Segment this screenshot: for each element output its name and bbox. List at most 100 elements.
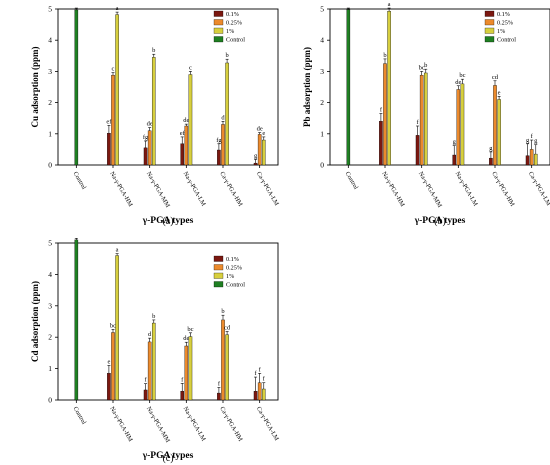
bar xyxy=(452,154,457,166)
x-axis-label: γ-PGA types xyxy=(414,216,466,226)
significance-letter: bc xyxy=(419,64,425,71)
bar xyxy=(415,135,420,166)
plot-frame xyxy=(57,8,279,166)
legend-swatch xyxy=(484,36,495,43)
chart-panel-1: 0 1 2 3 4 5 Cu adsorption (ppm) Control Na-γ-PGA… xyxy=(30,5,280,228)
legend-swatch xyxy=(213,36,224,43)
bar xyxy=(525,155,530,166)
significance-letter: f xyxy=(416,119,419,126)
legend: 0.1% 0.25%1% Control xyxy=(213,255,245,289)
bar xyxy=(188,336,193,401)
legend-swatch xyxy=(213,10,224,17)
significance-letter: b xyxy=(152,313,155,320)
significance-letter: g xyxy=(526,137,530,144)
significance-letter: f xyxy=(259,366,262,373)
significance-letter: g xyxy=(453,139,457,146)
chart-panel-3: 0 1 2 3 4 5 Cd adsorption (ppm) Control Na-γ-PGA… xyxy=(30,237,280,464)
y-tick-label: 4 xyxy=(320,36,324,45)
legend-swatch xyxy=(213,272,224,279)
chart-panel-2: 0 1 2 3 4 5 Pb adsorption (ppm) Control Na-γ-PGA… xyxy=(302,1,550,227)
bar xyxy=(419,74,424,166)
x-tick-label: Na-γ-PGA-MM xyxy=(417,171,443,210)
significance-letter: fg xyxy=(216,137,222,144)
significance-letter: cd xyxy=(224,325,231,332)
y-tick-label: 0 xyxy=(320,161,324,170)
significance-letter: f xyxy=(531,133,534,140)
x-tick-label: Ca-γ-PGA-HM xyxy=(218,171,244,208)
significance-letter: f xyxy=(380,107,383,114)
significance-letter: fg xyxy=(143,134,149,141)
significance-letter: g xyxy=(534,138,538,145)
significance-letter: f xyxy=(218,380,221,387)
legend-label: 0.25% xyxy=(497,20,513,27)
bar xyxy=(151,322,156,401)
x-tick-label: Control xyxy=(344,171,360,191)
legend-label: 0.1% xyxy=(226,11,239,18)
legend-swatch xyxy=(484,27,495,34)
significance-letter: a xyxy=(116,5,119,12)
x-tick-label: Control xyxy=(72,406,88,426)
significance-letter: bc xyxy=(110,322,116,329)
y-tick-label: 5 xyxy=(48,5,52,14)
x-tick-label: Na-γ-PGA-HM xyxy=(108,171,134,209)
significance-letter: de xyxy=(257,126,263,133)
x-tick-label: Na-γ-PGA-LM xyxy=(182,171,207,208)
legend-label: Control xyxy=(497,37,516,44)
bar xyxy=(383,63,387,166)
bar xyxy=(188,74,193,166)
plot-frame xyxy=(329,8,550,166)
bar xyxy=(489,157,493,166)
bar xyxy=(387,11,391,166)
legend-swatch xyxy=(484,19,495,26)
x-tick-label: Na-γ-PGA-MM xyxy=(145,406,171,445)
significance-letter: a xyxy=(116,247,119,254)
legend-label: 1% xyxy=(497,28,505,35)
significance-letter: g xyxy=(254,152,258,159)
y-axis-label: Cu adsorption (ppm) xyxy=(30,46,40,127)
y-tick-label: 1 xyxy=(48,364,52,373)
significance-letter: d xyxy=(148,331,152,338)
bar xyxy=(147,130,152,166)
y-axis-label: Cd adsorption (ppm) xyxy=(30,281,40,362)
x-tick-label: Na-γ-PGA-HM xyxy=(108,406,134,444)
significance-letter: de xyxy=(183,335,189,342)
bar xyxy=(221,124,225,166)
x-tick-label: Na-γ-PGA-LM xyxy=(182,406,207,443)
bar xyxy=(74,239,79,401)
y-tick-label: 4 xyxy=(48,36,52,45)
bar xyxy=(533,153,538,166)
significance-letter: c xyxy=(112,66,115,73)
significance-letter: f xyxy=(254,370,257,377)
bar xyxy=(253,162,258,166)
significance-letter: e xyxy=(107,358,110,365)
x-tick-label: Ca-γ-PGA-HM xyxy=(490,171,516,208)
bar xyxy=(493,85,497,166)
significance-letter: ef xyxy=(180,130,186,137)
bar xyxy=(217,149,221,166)
bar xyxy=(257,134,262,166)
significance-letter: b xyxy=(383,52,386,59)
y-tick-label: 3 xyxy=(320,67,324,76)
significance-letter: f xyxy=(263,376,266,383)
legend-label: 0.25% xyxy=(226,20,242,27)
y-tick-label: 3 xyxy=(48,301,52,310)
y-tick-label: 2 xyxy=(320,98,324,107)
bar xyxy=(143,389,148,401)
significance-letter: b xyxy=(152,47,155,54)
x-tick-label: Control xyxy=(72,171,88,191)
significance-letter: bc xyxy=(459,72,465,79)
bar xyxy=(261,139,266,166)
legend: 0.1% 0.25%1% Control xyxy=(213,10,245,44)
bar xyxy=(115,14,119,166)
plot-frame xyxy=(57,242,279,401)
x-tick-label: Ca-γ-PGA-HM xyxy=(218,406,244,443)
bar xyxy=(257,382,262,401)
y-tick-label: 0 xyxy=(48,161,52,170)
legend-label: Control xyxy=(226,282,245,289)
legend: 0.1% 0.25%1% Control xyxy=(484,10,516,44)
bar xyxy=(261,388,266,401)
bar xyxy=(529,149,534,166)
bar xyxy=(184,345,189,401)
bar xyxy=(180,143,185,166)
y-tick-label: 3 xyxy=(48,67,52,76)
